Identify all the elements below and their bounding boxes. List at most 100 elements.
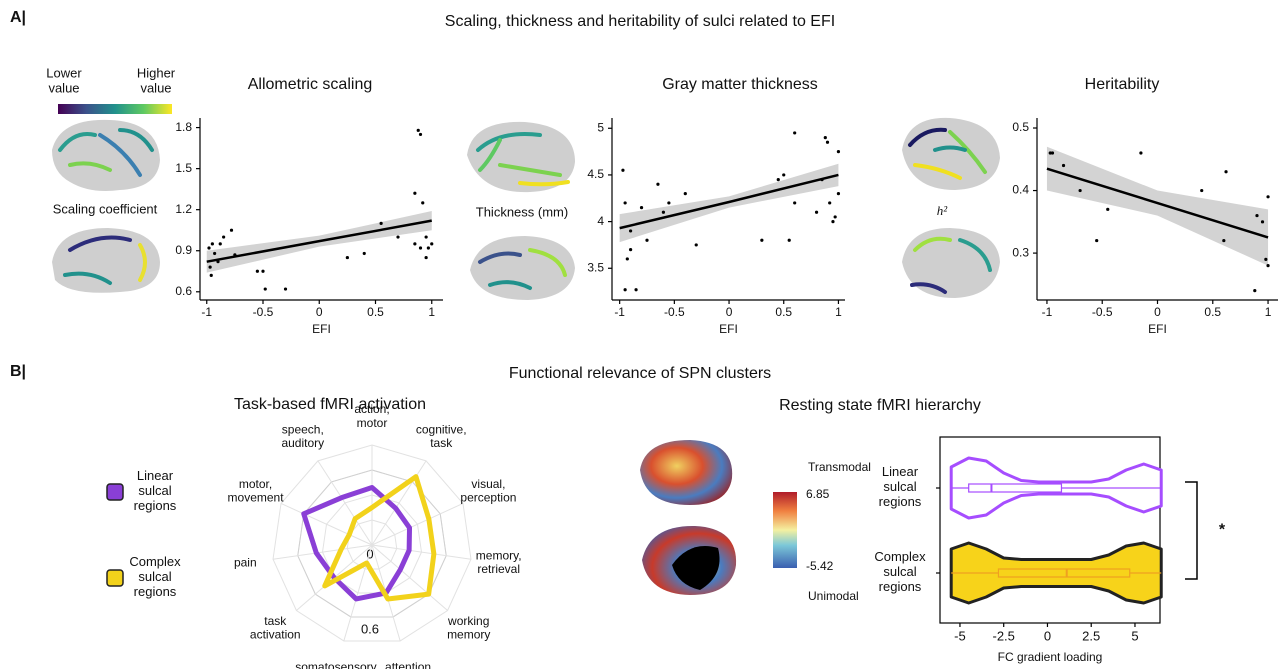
page: A| Scaling, thickness and heritability o… (0, 0, 1282, 669)
x-tick-label: 1 (835, 305, 842, 319)
panel-label: A| (10, 9, 26, 26)
point (837, 192, 840, 195)
r-tick-label: 0.6 (361, 621, 379, 636)
category-label: somatosensory (295, 660, 376, 669)
point (210, 274, 213, 277)
y-tick-label: 5 (597, 120, 604, 134)
x-tick-label: 1 (428, 305, 435, 319)
point (1261, 220, 1264, 223)
category-label: pain (234, 555, 257, 569)
point (826, 141, 829, 144)
chart-title: Allometric scaling (248, 76, 372, 93)
confidence-band (1047, 147, 1268, 266)
point (396, 235, 399, 238)
point (793, 201, 796, 204)
y-tick-label: 0.6 (175, 284, 192, 298)
category-label: Complexsulcalregions (874, 549, 926, 594)
colorbar (58, 104, 172, 114)
radar-spoke (372, 545, 471, 559)
point (425, 256, 428, 259)
legend-swatch (107, 484, 123, 500)
point (831, 220, 834, 223)
y-tick-label: 0.5 (1012, 120, 1029, 134)
panel-title: Resting state fMRI hierarchy (779, 397, 981, 414)
x-tick-label: -1 (614, 305, 625, 319)
category-label: cognitive,task (416, 423, 467, 451)
brain-surface (640, 440, 736, 595)
point (207, 246, 210, 249)
point (413, 192, 416, 195)
x-axis-label: FC gradient loading (998, 650, 1103, 664)
point (427, 246, 430, 249)
fit-line (1047, 169, 1268, 238)
category-label: action,motor (354, 402, 389, 430)
colorbar-tick: 6.85 (806, 487, 830, 501)
point (1095, 239, 1098, 242)
point (820, 178, 823, 181)
legend-label: Complexsulcalregions (129, 554, 181, 599)
point (256, 270, 259, 273)
point (629, 248, 632, 251)
x-tick-label: 0 (1044, 628, 1051, 643)
point (430, 242, 433, 245)
point (1266, 195, 1269, 198)
y-tick-label: 0.9 (175, 243, 192, 257)
colorbar (773, 492, 797, 568)
point (413, 242, 416, 245)
point (1200, 189, 1203, 192)
point (656, 183, 659, 186)
point (1264, 258, 1267, 261)
point (216, 260, 219, 263)
point (640, 206, 643, 209)
y-tick-label: 1.5 (175, 161, 192, 175)
category-label: motor,movement (228, 477, 285, 505)
point (695, 243, 698, 246)
point (662, 211, 665, 214)
point (1062, 164, 1065, 167)
point (211, 242, 214, 245)
y-tick-label: 1.8 (175, 120, 192, 134)
point (1106, 208, 1109, 211)
x-axis-label: EFI (312, 322, 331, 336)
point (629, 229, 632, 232)
x-tick-label: 0 (1154, 305, 1161, 319)
y-tick-label: 3.5 (587, 260, 604, 274)
x-tick-label: 0.5 (775, 305, 792, 319)
point (684, 192, 687, 195)
panel-title: Functional relevance of SPN clusters (509, 365, 771, 382)
point (624, 201, 627, 204)
x-tick-label: 2.5 (1082, 628, 1100, 643)
point (1224, 170, 1227, 173)
point (1079, 189, 1082, 192)
point (1266, 264, 1269, 267)
x-tick-label: 1 (1265, 305, 1272, 319)
point (284, 287, 287, 290)
point (421, 201, 424, 204)
point (621, 169, 624, 172)
category-label: memory,retrieval (476, 548, 522, 576)
point (634, 288, 637, 291)
y-tick-label: 4.5 (587, 167, 604, 181)
x-tick-label: 0 (726, 305, 733, 319)
point (793, 131, 796, 134)
x-tick-label: 0 (316, 305, 323, 319)
point (824, 136, 827, 139)
point (788, 239, 791, 242)
point (213, 252, 216, 255)
point (425, 235, 428, 238)
point (230, 229, 233, 232)
point (419, 246, 422, 249)
point (1051, 151, 1054, 154)
point (363, 252, 366, 255)
point (1222, 239, 1225, 242)
x-tick-label: -5 (954, 628, 966, 643)
point (815, 211, 818, 214)
significance-label: * (1219, 522, 1226, 539)
point (222, 235, 225, 238)
point (828, 201, 831, 204)
x-axis-label: EFI (719, 322, 738, 336)
fit-line (620, 175, 839, 228)
point (380, 222, 383, 225)
x-tick-label: -0.5 (1092, 305, 1113, 319)
